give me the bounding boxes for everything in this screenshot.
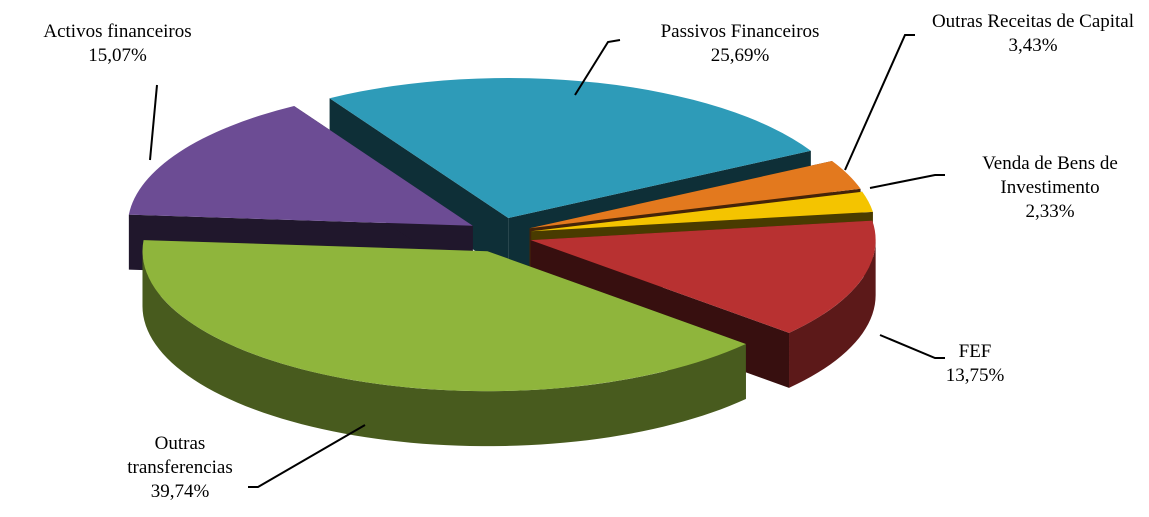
data-label: Activos financeiros 15,07% — [0, 20, 235, 68]
label-value: 13,75% — [945, 365, 1005, 386]
data-label: Outras transferencias 39,74% — [110, 432, 250, 504]
label-name: Venda de Bens de Investimento — [982, 153, 1118, 198]
slice-top — [531, 191, 873, 232]
leader-line — [844, 34, 915, 171]
label-value: 3,43% — [1008, 35, 1058, 56]
pie-slice — [142, 240, 746, 447]
leader-line — [869, 174, 945, 189]
label-value: 2,33% — [1025, 201, 1075, 222]
slice-top — [128, 106, 473, 226]
leader-line — [149, 84, 158, 161]
slices — [128, 78, 876, 447]
label-name: Passivos Financeiros — [660, 21, 820, 42]
leader-line — [574, 39, 621, 96]
label-value: 25,69% — [710, 45, 770, 66]
label-name: Activos financeiros — [43, 21, 192, 42]
data-label: Venda de Bens de Investimento 2,33% — [950, 152, 1149, 224]
data-label: Outras Receitas de Capital 3,43% — [918, 10, 1148, 58]
slice-top — [142, 240, 746, 392]
data-label: FEF 13,75% — [925, 340, 1025, 388]
slice-wall — [789, 240, 876, 388]
data-label: Passivos Financeiros 25,69% — [610, 20, 870, 68]
slice-top — [529, 160, 861, 229]
slice-top — [530, 220, 876, 333]
leader-line — [248, 424, 366, 488]
slice-wall — [142, 251, 746, 447]
label-value: 15,07% — [88, 45, 147, 66]
label-value: 39,74% — [150, 481, 210, 502]
label-name: Outras Receitas de Capital — [931, 11, 1135, 32]
leader-line — [879, 334, 945, 359]
slice-top — [329, 78, 811, 219]
label-name: FEF — [958, 341, 992, 362]
label-name: Outras transferencias — [127, 433, 233, 478]
